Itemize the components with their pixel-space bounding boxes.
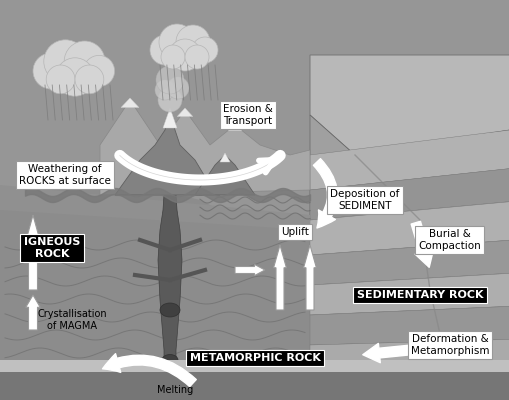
Circle shape	[44, 40, 87, 83]
Circle shape	[46, 65, 75, 94]
Text: Deposition of
SEDIMENT: Deposition of SEDIMENT	[330, 189, 399, 211]
Circle shape	[55, 58, 94, 96]
Text: Uplift: Uplift	[280, 227, 308, 237]
Circle shape	[161, 45, 185, 69]
Circle shape	[64, 41, 105, 82]
Polygon shape	[309, 55, 509, 155]
Circle shape	[176, 25, 210, 59]
Circle shape	[75, 65, 104, 94]
FancyArrowPatch shape	[410, 221, 433, 267]
Text: IGNEOUS
ROCK: IGNEOUS ROCK	[24, 237, 80, 259]
Polygon shape	[309, 273, 509, 315]
Polygon shape	[303, 245, 316, 310]
Polygon shape	[309, 339, 509, 375]
Text: Deformation &
Metamorphism: Deformation & Metamorphism	[410, 334, 488, 356]
Polygon shape	[177, 108, 192, 116]
Circle shape	[155, 80, 175, 100]
Text: Erosion &
Transport: Erosion & Transport	[222, 104, 272, 126]
Polygon shape	[309, 240, 509, 285]
Polygon shape	[0, 185, 309, 230]
Polygon shape	[228, 123, 241, 130]
Circle shape	[158, 88, 182, 112]
Polygon shape	[219, 153, 230, 162]
Polygon shape	[115, 110, 219, 195]
Polygon shape	[235, 264, 265, 276]
Circle shape	[83, 55, 115, 87]
Polygon shape	[158, 108, 182, 400]
Text: SEDIMENTARY ROCK: SEDIMENTARY ROCK	[356, 290, 483, 300]
Polygon shape	[309, 115, 509, 400]
Ellipse shape	[160, 303, 180, 317]
Polygon shape	[0, 360, 509, 372]
FancyArrowPatch shape	[362, 340, 457, 363]
Polygon shape	[121, 98, 139, 108]
Ellipse shape	[162, 354, 178, 366]
Polygon shape	[0, 0, 509, 220]
Polygon shape	[0, 220, 309, 400]
Circle shape	[159, 24, 194, 60]
Polygon shape	[309, 202, 509, 255]
Polygon shape	[309, 306, 509, 345]
FancyArrowPatch shape	[102, 354, 196, 387]
Polygon shape	[0, 178, 309, 400]
Text: METAMORPHIC ROCK: METAMORPHIC ROCK	[189, 353, 320, 363]
Circle shape	[185, 45, 209, 69]
Polygon shape	[194, 155, 254, 195]
Text: Crystallisation
of MAGMA: Crystallisation of MAGMA	[37, 309, 106, 331]
Circle shape	[166, 77, 189, 99]
Polygon shape	[26, 215, 40, 290]
Circle shape	[191, 37, 217, 63]
FancyArrowPatch shape	[313, 159, 337, 228]
Polygon shape	[163, 108, 177, 128]
Circle shape	[156, 66, 184, 94]
Polygon shape	[273, 245, 286, 310]
Circle shape	[150, 35, 180, 65]
Text: Burial &
Compaction: Burial & Compaction	[418, 229, 480, 251]
Polygon shape	[309, 168, 509, 220]
Polygon shape	[309, 130, 509, 190]
Text: Melting: Melting	[157, 385, 193, 395]
Polygon shape	[100, 100, 309, 195]
Polygon shape	[0, 370, 509, 400]
Polygon shape	[26, 295, 40, 330]
Text: Weathering of
ROCKS at surface: Weathering of ROCKS at surface	[19, 164, 111, 186]
Circle shape	[33, 53, 69, 89]
Circle shape	[168, 39, 201, 71]
